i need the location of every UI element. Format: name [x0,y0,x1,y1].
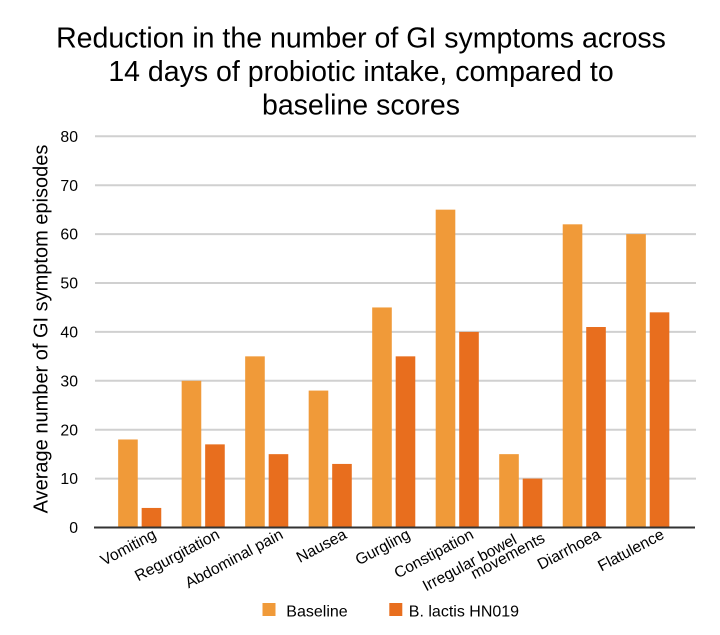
svg-text:Average number of GI symptom e: Average number of GI symptom episodes [31,145,53,514]
svg-text:0: 0 [69,520,78,537]
svg-text:20: 20 [60,422,78,439]
svg-text:baseline scores: baseline scores [262,89,460,121]
svg-text:30: 30 [60,373,78,390]
svg-text:50: 50 [60,276,78,293]
svg-text:10: 10 [60,471,78,488]
svg-text:70: 70 [60,178,78,195]
svg-text:40: 40 [60,325,78,342]
svg-text:Reduction in the number of GI: Reduction in the number of GI symptoms a… [56,23,666,55]
svg-text:80: 80 [60,129,78,146]
svg-text:B. lactis HN019: B. lactis HN019 [409,603,519,620]
svg-text:14 days of probiotic intake, c: 14 days of probiotic intake, compared to [108,56,613,88]
svg-text:60: 60 [60,227,78,244]
svg-text:Baseline: Baseline [286,603,347,620]
